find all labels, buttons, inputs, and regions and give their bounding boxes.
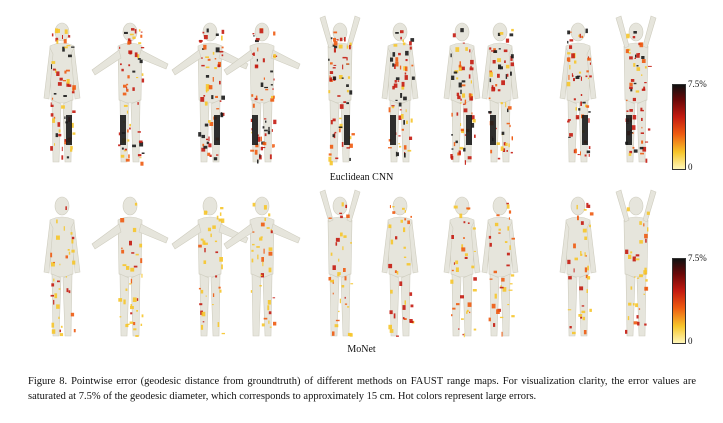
human-scan-figure (223, 196, 301, 337)
colorbar-top (672, 84, 686, 170)
human-scan-figure (223, 22, 301, 164)
euclidean-cnn-row (0, 8, 723, 170)
colorbar-bottom-min-label: 0 (688, 336, 693, 346)
monet-figures (43, 189, 657, 338)
human-scan-figure (615, 189, 657, 337)
human-scan-figure (319, 15, 361, 166)
monet-row (0, 182, 723, 342)
human-scan-figure (319, 189, 361, 337)
human-scan-figure (381, 196, 419, 337)
human-scan-figure (91, 196, 169, 337)
human-scan-figure (171, 22, 249, 163)
human-scan-figure (559, 22, 597, 163)
human-scan-figure (43, 196, 81, 337)
human-scan-figure (559, 196, 597, 337)
human-scan-figure (443, 22, 481, 165)
human-scan-figure (381, 22, 419, 163)
human-scan-figure (91, 22, 169, 166)
human-scan-figure (171, 196, 249, 337)
top-row-label: Euclidean CNN (329, 172, 394, 183)
human-scan-figure (481, 196, 519, 337)
colorbar-top-min-label: 0 (688, 162, 693, 172)
colorbar-top-max-label: 7.5% (688, 79, 707, 89)
bottom-row-label: MoNet (347, 344, 376, 355)
human-scan-figure (43, 22, 81, 163)
human-scan-figure (481, 22, 519, 163)
euclidean-cnn-figures (43, 15, 657, 166)
human-scan-figure (615, 15, 657, 163)
colorbar-bottom-max-label: 7.5% (688, 253, 707, 263)
figure-caption: Figure 8. Pointwise error (geodesic dist… (28, 376, 696, 402)
colorbar-bottom (672, 258, 686, 344)
human-scan-figure (443, 196, 481, 338)
